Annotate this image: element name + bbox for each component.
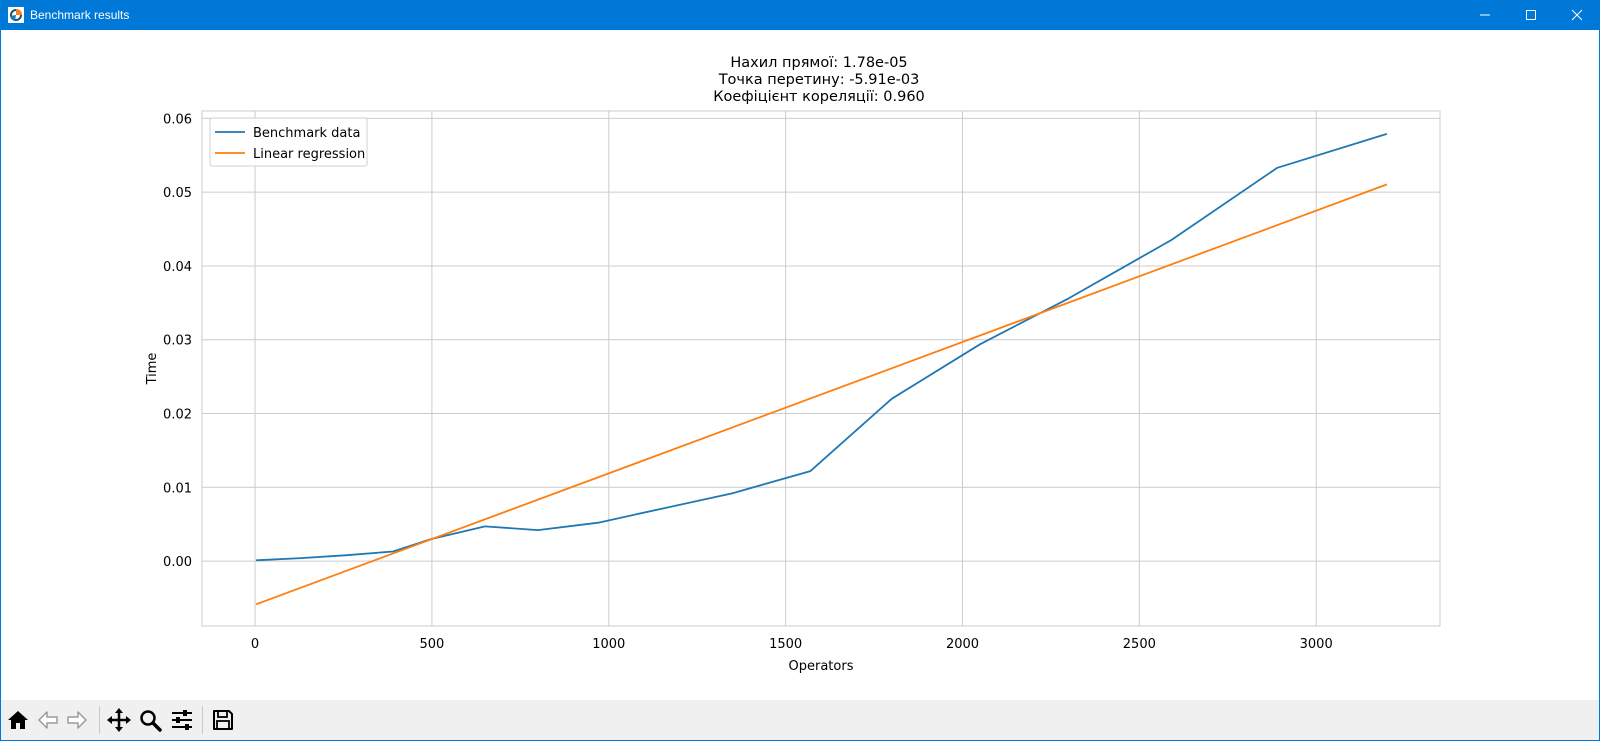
- chart-title-line-2: Точка перетину: -5.91e-03: [718, 72, 920, 88]
- pan-button[interactable]: [104, 704, 134, 736]
- x-tick-label: 2500: [1123, 637, 1156, 652]
- y-tick-label: 0.00: [163, 555, 192, 570]
- axes-frame: [201, 110, 1441, 627]
- zoom-button[interactable]: [135, 704, 165, 736]
- x-tick-labels: 0 500 1000 1500 2000 2500 3000: [251, 637, 1333, 652]
- toolbar-separator: [202, 706, 203, 734]
- y-tick-label: 0.06: [163, 112, 192, 127]
- maximize-button[interactable]: [1508, 0, 1554, 30]
- forward-arrow-icon: [67, 711, 87, 729]
- pan-icon: [107, 708, 131, 732]
- save-icon: [213, 710, 233, 730]
- y-tick-label: 0.01: [163, 481, 192, 496]
- legend-label: Benchmark data: [253, 126, 360, 141]
- maximize-icon: [1526, 10, 1536, 20]
- save-button[interactable]: [208, 704, 238, 736]
- back-button[interactable]: [33, 704, 63, 736]
- minimize-icon: [1480, 14, 1490, 16]
- toolbar-separator: [99, 706, 100, 734]
- close-button[interactable]: [1554, 0, 1600, 30]
- app-icon: [8, 7, 24, 23]
- line-chart: Нахил прямої: 1.78e-05 Точка перетину: -…: [145, 55, 1441, 674]
- zoom-icon: [140, 710, 162, 732]
- figure-canvas[interactable]: Нахил прямої: 1.78e-05 Точка перетину: -…: [1, 30, 1599, 700]
- x-tick-label: 500: [420, 637, 445, 652]
- legend: Benchmark data Linear regression: [209, 117, 368, 167]
- configure-subplots-button[interactable]: [167, 704, 197, 736]
- y-tick-label: 0.05: [163, 186, 192, 201]
- series-line-0: [256, 133, 1388, 562]
- legend-label: Linear regression: [253, 147, 365, 162]
- x-tick-label: 1000: [592, 637, 625, 652]
- plot-lines: [255, 133, 1388, 606]
- chart-title-line-1: Нахил прямої: 1.78e-05: [730, 55, 907, 71]
- legend-box: [209, 117, 368, 167]
- x-tick-label: 2000: [946, 637, 979, 652]
- home-icon: [8, 711, 28, 729]
- y-tick-label: 0.02: [163, 408, 192, 423]
- x-tick-label: 0: [251, 637, 259, 652]
- y-tick-labels: 0.00 0.01 0.02 0.03 0.04 0.05 0.06: [163, 112, 192, 570]
- window-title: Benchmark results: [30, 8, 130, 22]
- close-icon: [1571, 9, 1583, 21]
- chart-title: Нахил прямої: 1.78e-05 Точка перетину: -…: [713, 55, 925, 105]
- x-tick-label: 3000: [1300, 637, 1333, 652]
- home-button[interactable]: [3, 704, 33, 736]
- back-arrow-icon: [38, 711, 58, 729]
- configure-subplots-icon: [172, 710, 192, 730]
- x-axis-label: Operators: [789, 659, 854, 674]
- chart-title-line-3: Коефіцієнт кореляції: 0.960: [713, 89, 925, 105]
- minimize-button[interactable]: [1462, 0, 1508, 30]
- series-line-1: [255, 183, 1388, 606]
- y-tick-label: 0.03: [163, 334, 192, 349]
- navigation-toolbar: [1, 700, 1599, 740]
- x-tick-label: 1500: [769, 637, 802, 652]
- grid-lines: [202, 111, 1440, 626]
- forward-button[interactable]: [62, 704, 92, 736]
- y-axis-label: Time: [145, 353, 160, 386]
- y-tick-label: 0.04: [163, 260, 192, 275]
- window-titlebar: Benchmark results: [0, 0, 1600, 30]
